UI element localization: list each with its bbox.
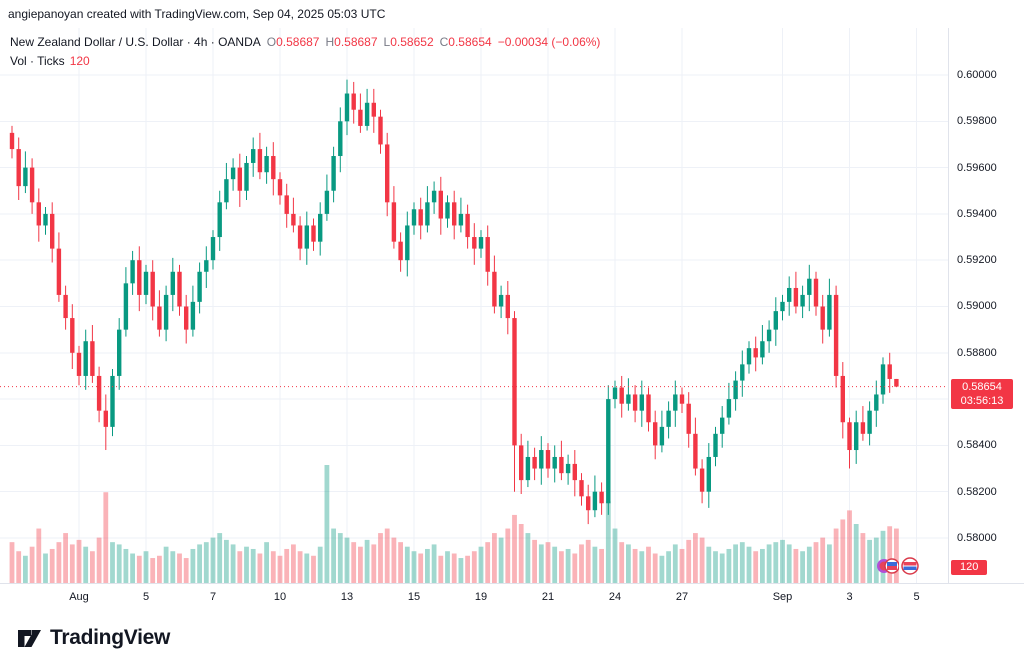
chart-container[interactable]: New Zealand Dollar / U.S. Dollar · 4h · …	[0, 28, 1024, 611]
tradingview-logo-icon[interactable]	[16, 624, 43, 651]
legend-volume-row: Vol · Ticks 120	[10, 53, 600, 69]
time-axis-label: Sep	[772, 591, 793, 603]
time-axis-label: 7	[209, 591, 217, 603]
price-change: −0.00034 (−0.06%)	[497, 35, 601, 49]
time-axis-label: 5	[913, 591, 920, 603]
legend-symbol-row: New Zealand Dollar / U.S. Dollar · 4h · …	[10, 34, 600, 50]
ohlc-letter: C	[439, 35, 449, 49]
time-axis-label: 10	[273, 591, 287, 603]
emoji-sticker-icon-2[interactable]	[901, 557, 919, 580]
volume-axis-badge: 120	[951, 560, 988, 575]
current-price-badge: 0.58654 03:56:13	[951, 378, 1013, 409]
time-axis-label: 21	[541, 591, 555, 603]
time-axis-label: 24	[608, 591, 622, 603]
price-axis-label: 0.58400	[957, 439, 997, 452]
time-axis-label: Aug	[69, 591, 89, 603]
vertical-gridlines	[78, 28, 917, 583]
brand-name[interactable]: TradingView	[50, 625, 171, 649]
time-axis-label: 15	[407, 591, 421, 603]
price-axis-label: 0.59200	[957, 254, 997, 267]
ohlc-value: 0.58652	[390, 35, 434, 49]
price-axis-label: 0.60000	[957, 68, 997, 81]
volume-value: 120	[69, 54, 90, 68]
emoji-sticker-icon-1[interactable]	[877, 557, 900, 580]
symbol-title[interactable]: New Zealand Dollar / U.S. Dollar · 4h · …	[10, 35, 261, 49]
price-axis-label: 0.58200	[957, 485, 997, 498]
ohlc-letter: H	[325, 35, 335, 49]
price-axis[interactable]: 0.58654 03:56:13 120 0.60000 0.59800 0.596…	[948, 28, 1024, 583]
volume-layer	[9, 465, 899, 583]
price-axis-label: 0.59000	[957, 300, 997, 313]
footer: TradingView	[0, 610, 1024, 665]
current-price-value: 0.58654	[962, 380, 1002, 393]
price-axis-label: 0.58000	[957, 531, 997, 544]
ohlc-value: 0.58687	[334, 35, 378, 49]
price-axis-label: 0.59400	[957, 207, 997, 220]
time-axis-label: 27	[675, 591, 689, 603]
time-axis-label: 13	[340, 591, 354, 603]
attribution-bar: angiepanoyan created with TradingView.co…	[0, 0, 1024, 28]
time-axis-label: 5	[142, 591, 150, 603]
ohlc-letter: O	[266, 35, 277, 49]
bar-countdown: 03:56:13	[960, 394, 1004, 407]
legend: New Zealand Dollar / U.S. Dollar · 4h · …	[10, 34, 600, 69]
horizontal-gridlines	[0, 74, 948, 539]
price-axis-label: 0.59800	[957, 115, 997, 128]
ohlc-value: 0.58687	[276, 35, 320, 49]
volume-label[interactable]: Vol · Ticks	[10, 54, 65, 68]
price-axis-label: 0.59600	[957, 161, 997, 174]
price-axis-label: 0.58800	[957, 346, 997, 359]
chart-canvas[interactable]	[0, 28, 948, 583]
ohlc-values: O0.58687 H0.58687 L0.58652 C0.58654 −0.00034…	[261, 35, 601, 49]
candlestick-layer	[9, 79, 899, 525]
ohlc-value: 0.58654	[448, 35, 492, 49]
time-axis-label: 3	[846, 591, 853, 603]
attribution-text: angiepanoyan created with TradingView.co…	[8, 7, 386, 21]
time-axis[interactable]: Aug 5 7 10 13 15 19 21 24 27 Sep 3 5	[0, 583, 1024, 611]
time-axis-label: 19	[474, 591, 488, 603]
ohlc-letter: L	[383, 35, 391, 49]
